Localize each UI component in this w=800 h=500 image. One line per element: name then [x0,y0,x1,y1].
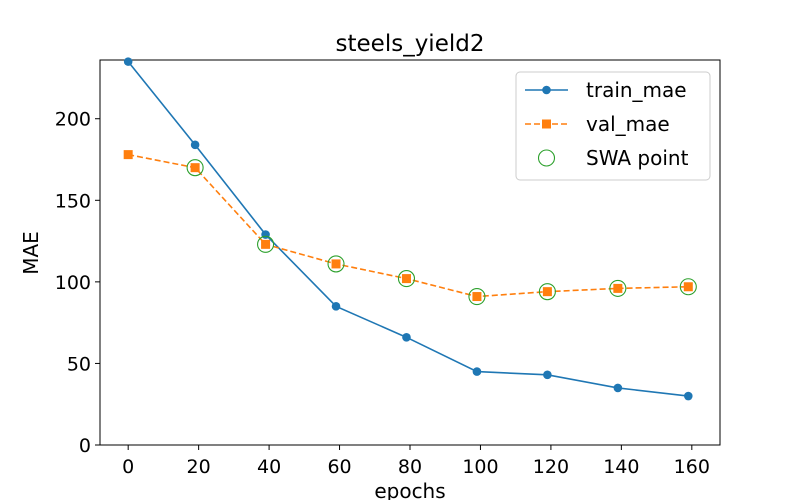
point-1-6 [542,287,552,297]
point-1-8 [683,282,693,292]
point-0-4 [402,333,411,342]
point-1-3 [331,259,341,269]
series-layer [123,57,697,401]
y-tick-label-200: 200 [55,109,91,131]
point-0-3 [331,302,341,311]
series-val-mae [123,150,693,302]
legend-label-1: val_mae [586,112,670,136]
point-2-6 [609,279,627,297]
legend-marker-2 [537,149,556,167]
y-tick-label-100: 100 [55,272,91,294]
point-2-1 [257,235,275,253]
point-2-7 [679,278,697,296]
x-axis: 0 20 40 60 80 100 120 140 160 [122,445,710,478]
legend-marker-0 [542,85,551,95]
series-train-mae [123,57,693,401]
y-tick-label-150: 150 [55,190,91,212]
y-tick-label-50: 50 [67,353,91,375]
y-axis: 0 50 100 150 200 [55,109,100,457]
legend-entry-0: train_mae [525,78,687,102]
chart-title: steels_yield2 [336,31,485,57]
legend: train_mae val_mae SWA point [515,71,711,181]
point-0-1 [190,140,200,150]
x-tick-label-0: 0 [122,456,134,478]
x-tick-label-40: 40 [257,456,281,478]
point-2-0 [186,159,204,177]
point-0-5 [472,367,482,376]
point-0-6 [543,370,552,380]
point-2-4 [468,287,486,306]
x-tick-label-100: 100 [462,456,498,478]
point-1-0 [123,150,133,160]
x-tick-label-60: 60 [327,456,351,478]
point-1-5 [472,292,482,302]
x-tick-label-120: 120 [533,456,569,478]
legend-frame [515,71,711,181]
series-swa-point [186,159,697,306]
point-0-7 [613,383,623,393]
point-2-2 [327,255,345,273]
legend-entry-2: SWA point [537,146,689,170]
point-2-5 [538,283,556,301]
x-tick-label-20: 20 [187,456,211,478]
point-0-0 [123,57,133,66]
y-axis-label: MAE [19,231,43,275]
point-1-7 [613,283,623,293]
y-tick-label-0: 0 [79,435,91,457]
point-1-4 [401,274,411,284]
legend-marker-1 [542,119,551,129]
point-2-3 [397,270,416,288]
legend-label-2: SWA point [586,146,689,170]
x-tick-label-140: 140 [603,456,639,478]
x-tick-label-80: 80 [398,456,422,478]
point-1-2 [261,239,271,249]
point-0-8 [683,391,693,401]
x-axis-label: epochs [374,479,445,500]
point-0-2 [261,230,270,239]
legend-label-0: train_mae [586,78,687,102]
x-tick-label-160: 160 [674,456,710,478]
point-1-1 [190,163,200,173]
legend-entry-1: val_mae [525,112,670,136]
